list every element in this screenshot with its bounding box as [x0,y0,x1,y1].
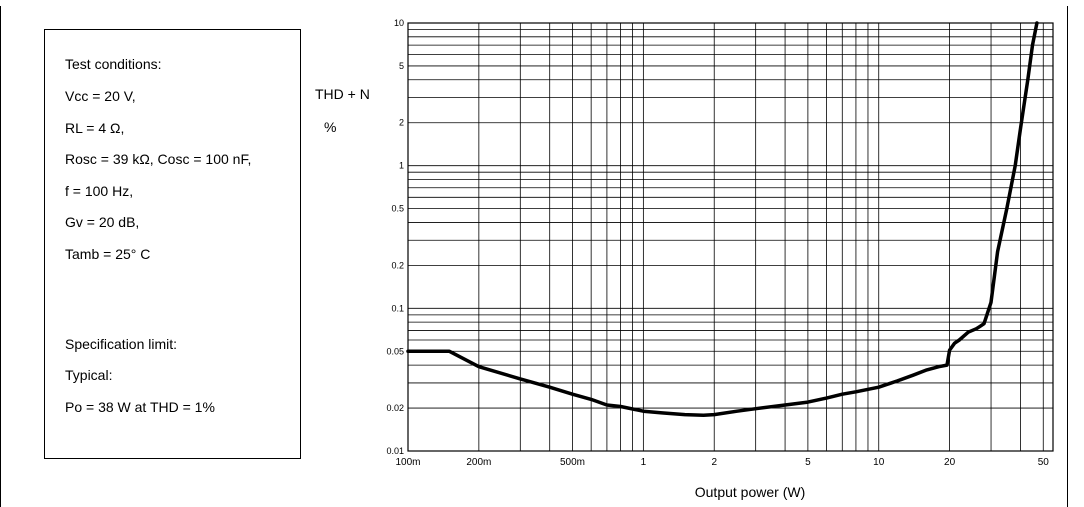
x-tick-label: 5 [805,457,811,468]
x-tick-label: 1 [641,457,647,468]
condition-line: Po = 38 W at THD = 1% [65,399,215,415]
y-tick-label: 5 [399,61,404,71]
x-tick-label: 200m [466,457,491,468]
x-tick-label: 100m [395,457,420,468]
y-tick-label: 0.5 [391,204,404,214]
y-tick-label: 0.2 [391,260,404,270]
y-axis-unit: % [324,119,337,135]
grid-layer [407,22,1054,452]
condition-line: Rosc = 39 kΩ, Cosc = 100 nF, [65,151,252,167]
x-tick-label: 2 [711,457,717,468]
plot-frame [407,22,1054,452]
y-tick-label: 0.02 [386,403,404,413]
condition-line: Typical: [65,367,113,383]
x-tick-label: 500m [560,457,585,468]
thd-curve-line [406,21,1039,418]
y-axis-label: THD + N [315,86,370,102]
x-tick-label: 50 [1038,457,1050,468]
condition-line: Tamb = 25° C [65,246,151,262]
y-tick-label: 2 [399,118,404,128]
test-conditions-box: Test conditions: Vcc = 20 V, RL = 4 Ω, R… [44,29,301,459]
y-tick-label: 0.05 [386,346,404,356]
y-tick-label: 10 [394,18,404,28]
y-tick-label: 0.1 [391,303,404,313]
y-tick-label: 0.01 [386,446,404,456]
condition-line: f = 100 Hz, [65,183,134,199]
condition-line: Specification limit: [65,336,178,352]
condition-line: Test conditions: [65,56,162,72]
condition-line: Gv = 20 dB, [65,214,140,230]
tick-label-layer: 0.01 0.02 0.05 0.1 0.2 0.5 1 2 5 10 100m 200m 500m 1 2… [386,18,1049,468]
curve-layer [406,21,1039,418]
x-tick-label: 10 [873,457,885,468]
x-tick-label: 20 [944,457,956,468]
figure-frame [0,6,1068,507]
condition-line: Vcc = 20 V, [65,88,136,104]
condition-line: RL = 4 Ω, [65,120,125,136]
x-axis-label: Output power (W) [695,484,805,500]
y-tick-label: 1 [399,161,404,171]
